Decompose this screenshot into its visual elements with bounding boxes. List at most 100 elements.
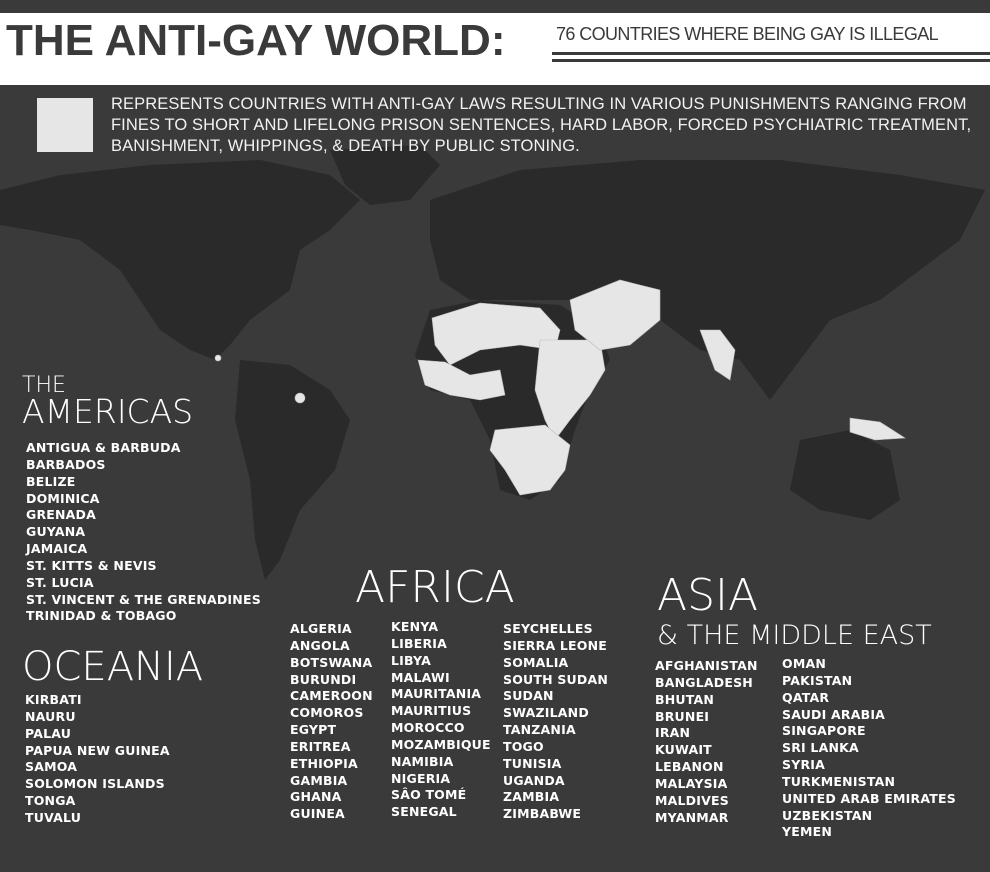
americas-heading-small: THE bbox=[22, 373, 66, 398]
country-item: MALAWI bbox=[391, 669, 450, 685]
country-item: ANGOLA bbox=[290, 637, 350, 653]
caribbean-highlight bbox=[214, 354, 222, 362]
americas-list: ANTIGUA & BARBUDA BARBADOS BELIZE DOMINICA G… bbox=[26, 440, 261, 625]
country-item: SAUDI ARABIA bbox=[782, 706, 886, 722]
country-item: COMOROS bbox=[290, 705, 364, 721]
world-map bbox=[0, 145, 985, 580]
country-item: ETHIOPIA bbox=[290, 755, 358, 771]
country-item: UZBEKISTAN bbox=[782, 807, 873, 823]
country-item: JAMAICA bbox=[26, 541, 88, 557]
greenland bbox=[330, 145, 440, 205]
country-item: UGANDA bbox=[503, 772, 565, 788]
caribbean-highlight bbox=[294, 392, 306, 404]
country-item: TONGA bbox=[25, 793, 76, 809]
country-item: NIGERIA bbox=[391, 770, 451, 786]
asia-list-col1: AFGHANISTAN BANGLADESH BHUTAN BRUNEI IRAN KUW… bbox=[655, 658, 758, 826]
legend-swatch bbox=[37, 98, 93, 152]
americas-heading: AMERICAS bbox=[22, 392, 194, 431]
country-item: OMAN bbox=[782, 656, 827, 671]
country-item: SWAZILAND bbox=[503, 705, 589, 721]
header bbox=[0, 13, 990, 85]
legend-text: REPRESENTS COUNTRIES WITH ANTI-GAY LAWS … bbox=[111, 95, 972, 155]
country-item: CAMEROON bbox=[290, 688, 373, 704]
country-item: KUWAIT bbox=[655, 742, 712, 758]
country-item: ERITREA bbox=[290, 738, 351, 754]
africa-heading: AFRICA bbox=[355, 562, 515, 613]
anti-gay-countries bbox=[214, 279, 906, 496]
country-item: BURUNDI bbox=[290, 671, 357, 687]
country-item: SIERRA LEONE bbox=[503, 637, 607, 653]
country-item: EGYPT bbox=[290, 722, 337, 738]
country-item: BANGLADESH bbox=[655, 674, 753, 690]
country-item: GUINEA bbox=[290, 806, 345, 822]
country-item: ST. LUCIA bbox=[26, 574, 94, 590]
country-item: DOMINICA bbox=[26, 490, 100, 506]
country-item: SUDAN bbox=[503, 688, 554, 704]
country-item: AFGHANISTAN bbox=[655, 658, 758, 673]
country-item: SOUTH SUDAN bbox=[503, 671, 608, 687]
country-item: MAURITANIA bbox=[391, 686, 482, 702]
country-item: SINGAPORE bbox=[782, 723, 866, 739]
country-item: TRINIDAD & TOBAGO bbox=[26, 608, 177, 624]
west-africa-highlight bbox=[417, 359, 506, 401]
country-item: SÂO TOMÉ bbox=[391, 787, 467, 803]
country-item: PAPUA NEW GUINEA bbox=[25, 742, 170, 758]
country-item: SOLOMON ISLANDS bbox=[25, 776, 165, 792]
country-item: BELIZE bbox=[26, 473, 76, 489]
country-item: PALAU bbox=[25, 725, 72, 741]
country-item: MYANMAR bbox=[655, 809, 729, 825]
country-item: SENEGAL bbox=[391, 804, 457, 820]
country-item: TUVALU bbox=[25, 809, 82, 825]
country-item: KENYA bbox=[391, 619, 439, 634]
middle-east-highlight bbox=[569, 279, 661, 351]
country-item: IRAN bbox=[655, 725, 691, 741]
country-item: BRUNEI bbox=[655, 708, 710, 724]
australia bbox=[790, 430, 900, 520]
country-item: BHUTAN bbox=[655, 691, 715, 707]
asia-heading-sub: & THE MIDDLE EAST bbox=[657, 620, 932, 651]
country-item: MALAYSIA bbox=[655, 775, 728, 791]
country-item: YEMEN bbox=[782, 824, 833, 840]
country-item: ANTIGUA & BARBUDA bbox=[26, 440, 181, 455]
north-africa-highlight bbox=[431, 302, 561, 366]
page-title: THE ANTI-GAY WORLD: bbox=[6, 16, 506, 65]
country-item: BARBADOS bbox=[26, 456, 106, 472]
country-item: KIRBATI bbox=[25, 692, 82, 707]
africa-list-col1: ALGERIA ANGOLA BOTSWANA BURUNDI CAMEROON COMO… bbox=[290, 621, 373, 823]
country-item: GUYANA bbox=[26, 524, 86, 540]
country-item: LEBANON bbox=[655, 759, 724, 775]
country-item: MAURITIUS bbox=[391, 703, 472, 719]
country-item: TANZANIA bbox=[503, 722, 576, 738]
country-item: TOGO bbox=[503, 738, 544, 754]
country-item: MOROCCO bbox=[391, 720, 465, 736]
country-item: LIBERIA bbox=[391, 635, 448, 651]
country-item: SOMALIA bbox=[503, 654, 569, 670]
country-item: TURKMENISTAN bbox=[782, 773, 896, 789]
divider bbox=[552, 52, 990, 55]
south-america bbox=[235, 360, 350, 580]
country-item: LIBYA bbox=[391, 652, 431, 668]
asia-heading: ASIA bbox=[657, 570, 759, 621]
africa-list-col2: KENYA LIBERIA LIBYA MALAWI MAURITANIA MAURITI… bbox=[391, 619, 491, 821]
divider bbox=[552, 59, 990, 62]
country-item: PAKISTAN bbox=[782, 672, 853, 688]
country-item: ST. VINCENT & THE GRENADINES bbox=[26, 591, 261, 607]
top-bar bbox=[0, 0, 990, 13]
country-item: SYRIA bbox=[782, 757, 826, 773]
asia-list-col2: OMAN PAKISTAN QATAR SAUDI ARABIA SINGAPORE SR… bbox=[782, 656, 956, 841]
oceania-list: KIRBATI NAURU PALAU PAPUA NEW GUINEA SAMOA SO… bbox=[25, 692, 170, 827]
country-item: GRENADA bbox=[26, 507, 97, 523]
country-item: ZIMBABWE bbox=[503, 806, 582, 822]
country-item: ALGERIA bbox=[290, 621, 352, 636]
southern-africa-highlight bbox=[489, 424, 571, 496]
country-item: UNITED ARAB EMIRATES bbox=[782, 790, 956, 806]
country-item: SAMOA bbox=[25, 759, 78, 775]
africa-list-col3: SEYCHELLES SIERRA LEONE SOMALIA SOUTH SUDAN… bbox=[503, 621, 608, 823]
country-item: NAMIBIA bbox=[391, 753, 454, 769]
png-highlight bbox=[849, 417, 906, 441]
country-item: GHANA bbox=[290, 789, 342, 805]
country-item: MOZAMBIQUE bbox=[391, 736, 491, 752]
country-item: ST. KITTS & NEVIS bbox=[26, 557, 157, 573]
oceania-heading: OCEANIA bbox=[22, 644, 204, 690]
country-item: TUNISIA bbox=[503, 755, 562, 771]
